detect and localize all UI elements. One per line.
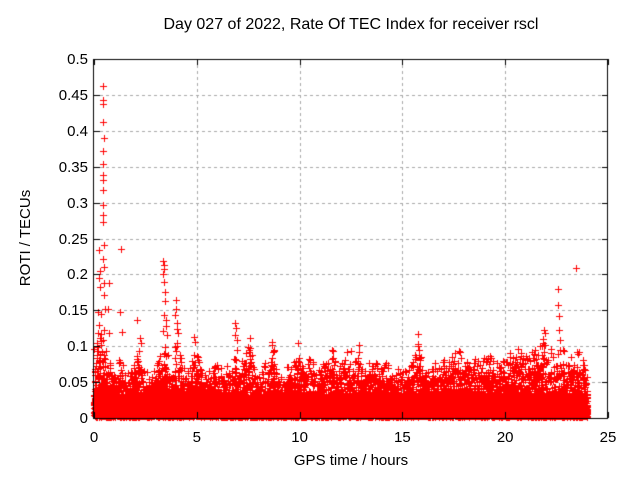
x-tick-label: 5 — [192, 429, 201, 446]
y-tick-label: 0.3 — [67, 194, 88, 212]
x-tick-label: 0 — [89, 429, 99, 446]
y-tick-label: 0.1 — [67, 338, 88, 356]
y-tick-label: 0.35 — [58, 158, 88, 176]
y-tick-label: 0.15 — [58, 302, 88, 320]
y-tick-label: 0.2 — [67, 266, 88, 284]
x-tick-label: 20 — [496, 429, 514, 446]
x-tick-label: 25 — [599, 429, 617, 446]
chart-title: Day 027 of 2022, Rate Of TEC Index for r… — [163, 16, 539, 33]
y-tick-label: 0.4 — [67, 122, 88, 140]
y-tick-label: 0.5 — [67, 51, 88, 68]
x-tick-label: 10 — [291, 429, 308, 446]
y-tick-label: 0.25 — [58, 230, 88, 248]
y-tick-label: 0.05 — [58, 374, 88, 392]
y-tick-label: 0 — [79, 410, 88, 427]
x-tick-label: 15 — [394, 429, 411, 446]
x-axis-label: GPS time / hours — [293, 452, 409, 469]
y-axis-label: ROTI / TECUs — [17, 189, 34, 287]
y-tick-label: 0.45 — [58, 86, 88, 104]
